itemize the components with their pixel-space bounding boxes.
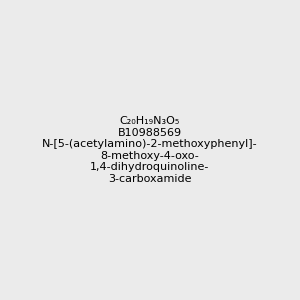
Text: C₂₀H₁₉N₃O₅
B10988569
N-[5-(acetylamino)-2-methoxyphenyl]-
8-methoxy-4-oxo-
1,4-d: C₂₀H₁₉N₃O₅ B10988569 N-[5-(acetylamino)-…	[42, 116, 258, 184]
